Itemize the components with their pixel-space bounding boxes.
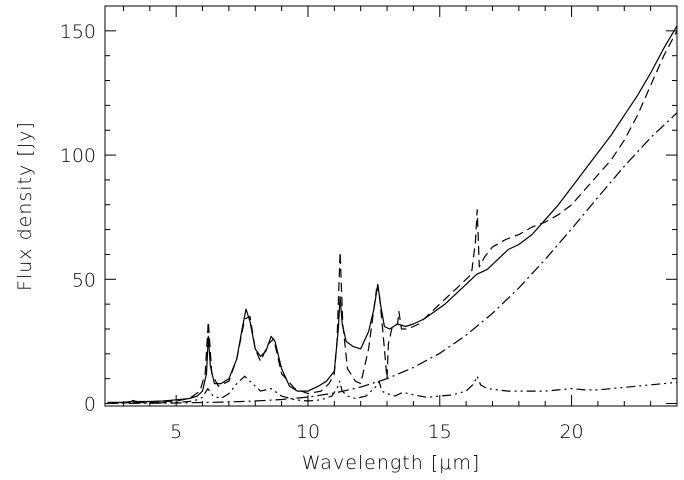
x-tick-label: 20 xyxy=(559,421,583,443)
y-tick-label: 150 xyxy=(60,21,96,43)
series-line-solid xyxy=(107,25,678,403)
series-lines xyxy=(107,25,678,404)
x-tick-label: 10 xyxy=(296,421,320,443)
y-tick-label: 0 xyxy=(84,394,96,416)
series-line-dash-dot xyxy=(107,112,678,404)
y-tick-label: 100 xyxy=(60,145,96,167)
y-axis-label: Flux density [Jy] xyxy=(14,121,36,291)
x-tick-label: 15 xyxy=(428,421,452,443)
y-tick-label: 50 xyxy=(72,269,96,291)
x-tick-label: 5 xyxy=(170,421,182,443)
tick-marks xyxy=(105,5,678,406)
series-line-dash-dot-dot xyxy=(107,375,678,404)
tick-labels: 5 10 15 20 0 50 100 150 xyxy=(60,21,584,443)
x-axis-label: Wavelength [μm] xyxy=(302,452,481,474)
plot-frame xyxy=(104,5,678,407)
series-line-dashed xyxy=(107,30,678,404)
